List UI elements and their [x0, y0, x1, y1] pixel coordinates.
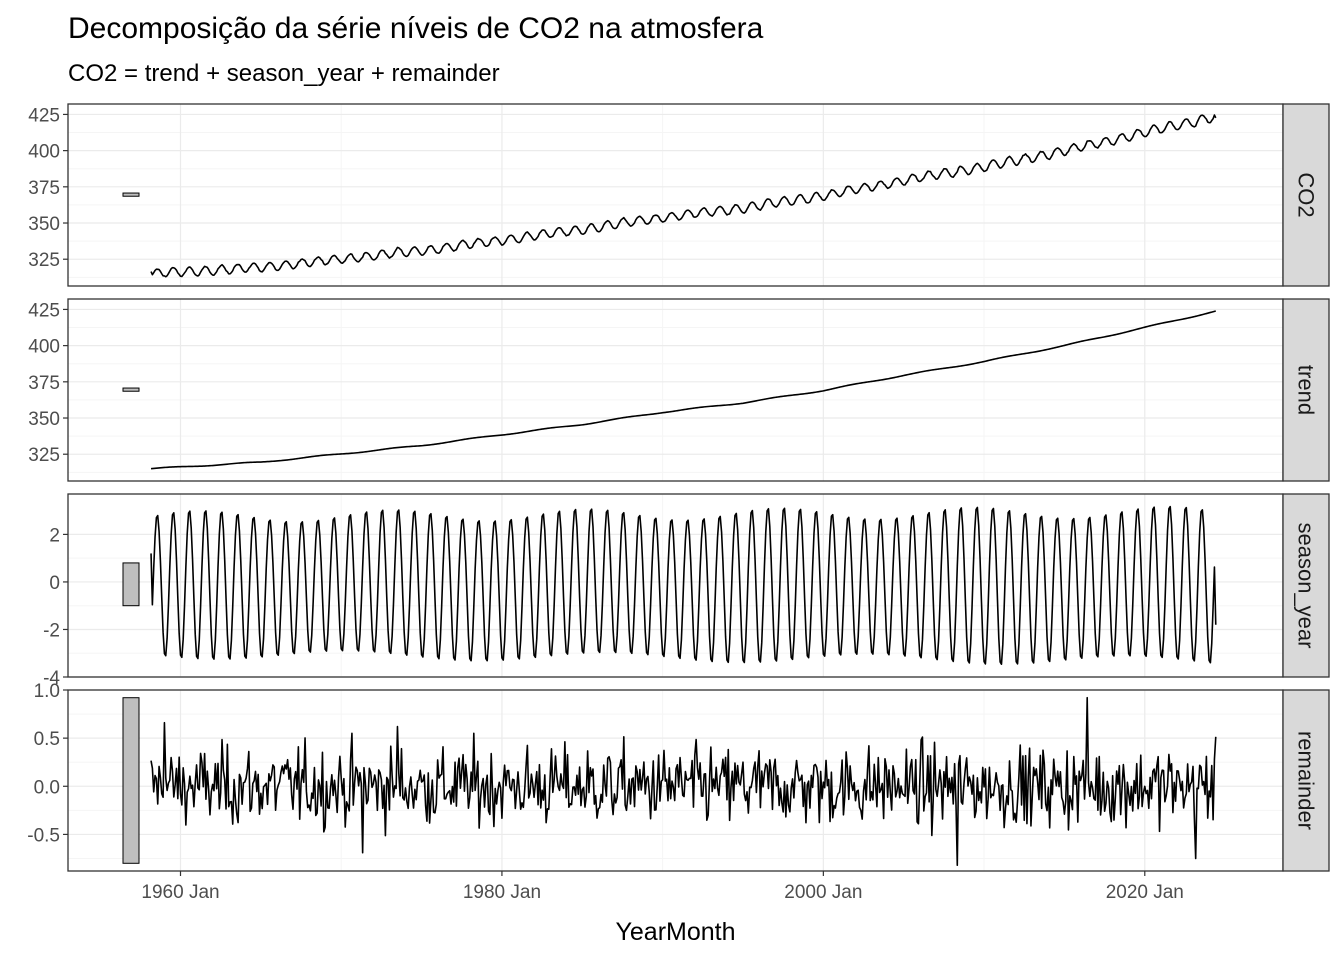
- scale-bar: [122, 697, 140, 864]
- x-tick-label: 1960 Jan: [141, 882, 219, 903]
- panel-background: [68, 299, 1283, 481]
- season-year-line: [150, 505, 1217, 666]
- y-tick-label: 2: [49, 525, 60, 546]
- y-tick-label: 0.5: [34, 729, 60, 750]
- facet-remainder: -0.5 0.0 0.5 1.0 remainder: [27, 681, 1330, 872]
- y-tick-label: 1.0: [34, 681, 60, 702]
- facet-strip-label: trend: [1294, 365, 1319, 415]
- trend-line: [150, 310, 1216, 470]
- facet-CO2: 325 350 375 400 425 CO2: [28, 103, 1330, 287]
- y-tick-label: -0.5: [27, 825, 60, 846]
- chart-title: Decomposição da série níveis de CO2 na a…: [68, 12, 764, 45]
- y-tick-label: 375: [28, 178, 60, 199]
- scale-bar: [122, 387, 140, 392]
- y-tick-label: 350: [28, 214, 60, 235]
- scale-bar: [122, 562, 140, 607]
- y-tick-label: 375: [28, 373, 60, 394]
- chart-subtitle: CO2 = trend + season_year + remainder: [68, 60, 500, 87]
- panel-background: [68, 104, 1283, 286]
- y-tick-label: -2: [43, 620, 60, 641]
- facet-strip: [1282, 689, 1330, 872]
- remainder-line: [150, 696, 1217, 867]
- facet-strip-label: CO2: [1294, 172, 1319, 217]
- facet-season-year: -4 -2 0 2 season_year: [43, 493, 1330, 689]
- facet-strip-label: season_year: [1294, 523, 1319, 649]
- y-tick-label: 350: [28, 409, 60, 430]
- y-tick-label: 400: [28, 337, 60, 358]
- y-tick-label: -4: [43, 668, 60, 689]
- scale-bar: [122, 192, 140, 197]
- x-tick-label: 2020 Jan: [1106, 882, 1184, 903]
- facet-strip: [1282, 493, 1330, 678]
- x-tick-label: 1980 Jan: [463, 882, 541, 903]
- facet-strip: [1282, 103, 1330, 287]
- y-tick-label: 325: [28, 250, 60, 271]
- facet-strip-label: remainder: [1294, 731, 1319, 830]
- y-tick-label: 0.0: [34, 777, 60, 798]
- co2-line: [150, 114, 1217, 278]
- facet-strip: [1282, 298, 1330, 482]
- facet-trend: 325 350 375 400 425 trend: [28, 298, 1330, 482]
- x-tick-label: 2000 Jan: [784, 882, 862, 903]
- x-axis-label: YearMonth: [616, 918, 736, 946]
- y-tick-label: 400: [28, 142, 60, 163]
- y-tick-label: 325: [28, 445, 60, 466]
- y-tick-label: 425: [28, 105, 60, 126]
- y-tick-label: 0: [49, 573, 60, 594]
- y-tick-label: 425: [28, 300, 60, 321]
